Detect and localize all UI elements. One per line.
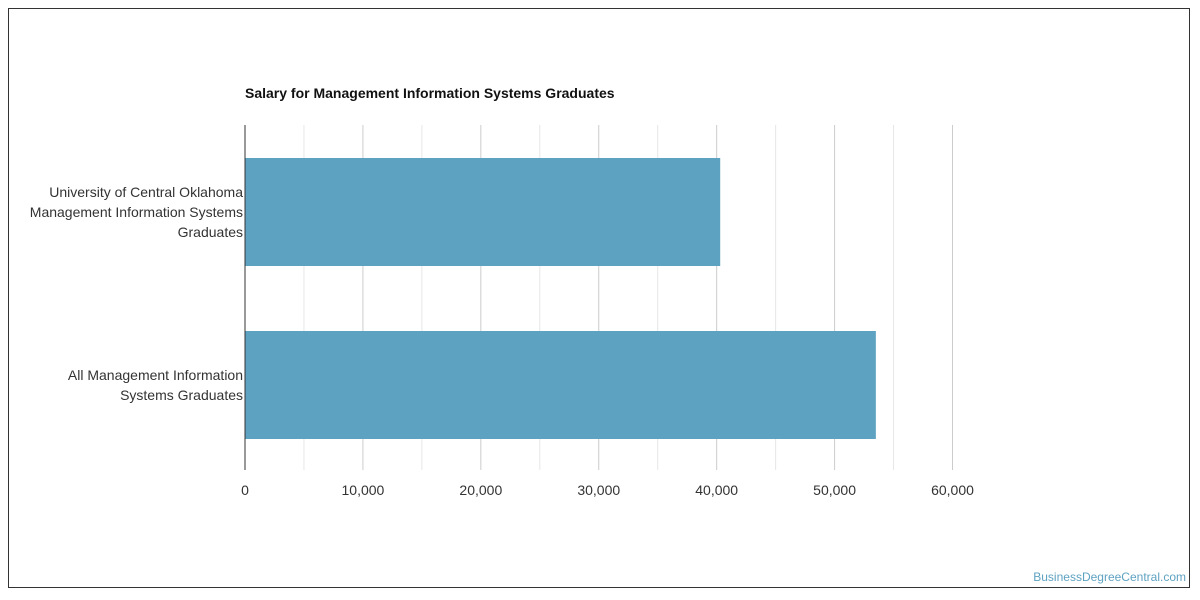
- x-tick-label: 40,000: [695, 482, 738, 498]
- x-tick-label: 60,000: [931, 482, 974, 498]
- category-label-line: Systems Graduates: [120, 387, 243, 403]
- x-tick-label: 20,000: [459, 482, 502, 498]
- chart-title: Salary for Management Information System…: [245, 85, 615, 101]
- category-label: University of Central Oklahoma Management…: [30, 182, 243, 242]
- bar: [245, 331, 876, 439]
- chart-frame: [8, 8, 1190, 588]
- bar: [245, 158, 721, 266]
- x-tick-label: 30,000: [577, 482, 620, 498]
- x-tick-label: 10,000: [342, 482, 385, 498]
- x-tick-label: 50,000: [813, 482, 856, 498]
- x-tick-label: 0: [241, 482, 249, 498]
- category-label-line: Graduates: [177, 224, 243, 240]
- category-label-line: All Management Information: [67, 367, 243, 383]
- category-label-line: Management Information Systems: [29, 204, 243, 220]
- category-label-line: University of Central Oklahoma: [49, 184, 243, 200]
- category-label: All Management Information Systems Gradua…: [68, 365, 243, 405]
- watermark[interactable]: BusinessDegreeCentral.com: [1033, 570, 1186, 584]
